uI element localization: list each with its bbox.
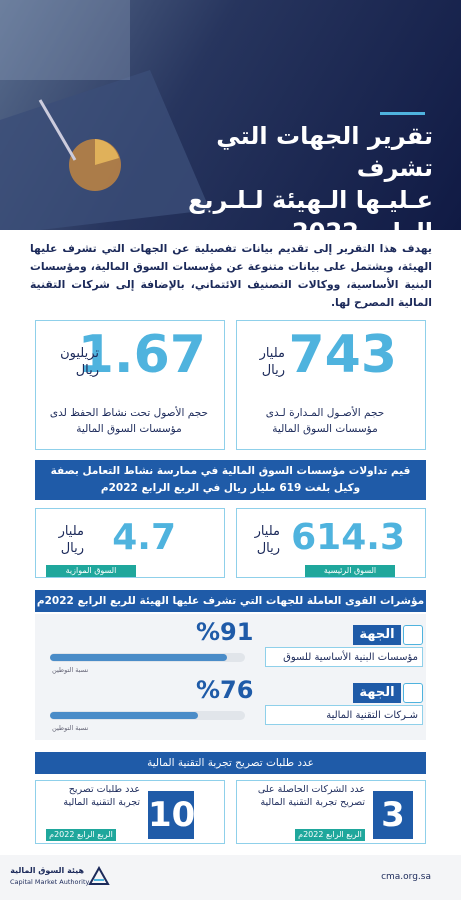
bar-track xyxy=(50,711,245,720)
unit: مليار xyxy=(259,346,285,361)
fintech-tag: الربع الرابع 2022م xyxy=(295,829,365,841)
unit: ريال xyxy=(75,363,99,378)
market-tag: السوق الموازية xyxy=(46,565,136,577)
title: تقرير الجهات التي تشرف عـليـها الـهيئة ل… xyxy=(133,120,433,248)
market-card: 614.3 مليار ريال السوق الرئيسية xyxy=(236,508,426,578)
title-line: تقرير الجهات التي تشرف xyxy=(216,122,433,182)
footer xyxy=(0,855,461,900)
url[interactable]: cma.org.sa xyxy=(381,872,431,882)
indicator-bar xyxy=(50,712,199,719)
fintech-card: 10 عدد طلبات تصريح تجربة التقنية المالية… xyxy=(35,780,225,844)
fintech-banner: عدد طلبات تصريح تجربة التقنية المالية xyxy=(35,752,426,774)
unit: مليار xyxy=(254,524,280,539)
logo xyxy=(88,866,110,885)
unit: ريال xyxy=(261,363,285,378)
unit: ريال xyxy=(60,541,84,556)
asset-number: 743 xyxy=(288,325,397,385)
unit: ريال xyxy=(256,541,280,556)
asset-caption: حجم الأصول تحت نشاط الحفظ لدى مؤسسات الس… xyxy=(49,407,209,435)
entity-name: شـركات التقنية المالية xyxy=(265,705,423,725)
fintech-text: عدد الشركات الحاصلة على تصريح تجربة التق… xyxy=(257,784,365,808)
entity-icon xyxy=(403,683,423,703)
title-line: عـليـها الـهيئة لـلـربع xyxy=(188,186,433,214)
entity-tag: الجهة xyxy=(353,625,401,645)
fintech-card: 3 عدد الشركات الحاصلة على تصريح تجربة ال… xyxy=(236,780,426,844)
market-tag: السوق الرئيسية xyxy=(305,565,395,577)
market-card: 4.7 مليار ريال السوق الموازية xyxy=(35,508,225,578)
asset-card: 743 مليار ريال حجم الأصـول المـدارة لـدى … xyxy=(236,320,426,450)
entity-icon xyxy=(403,625,423,645)
market-number: 614.3 xyxy=(291,517,405,558)
entity-name: مؤسسات البنية الأساسية للسوق xyxy=(265,647,423,667)
workforce-banner: مؤشرات القوى العاملة للجهات التي تشرف عل… xyxy=(35,590,426,612)
indicator-bar xyxy=(50,654,228,661)
fintech-tag: الربع الرابع 2022م xyxy=(46,829,116,841)
fintech-number: 3 xyxy=(373,791,413,839)
bar-caption: نسبة التوطين xyxy=(52,666,89,674)
unit: مليار xyxy=(58,524,84,539)
indicator-label: %91 xyxy=(196,618,254,646)
header-bg xyxy=(0,0,461,230)
org-en: Capital Market Authority xyxy=(10,878,90,886)
fintech-number: 10 xyxy=(148,791,195,839)
bar-track xyxy=(50,653,245,662)
indicator-label: %76 xyxy=(196,676,254,704)
header-art xyxy=(0,0,425,230)
intro: يهدف هذا التقرير إلى تقديم بيانات تفصيلي… xyxy=(30,242,432,309)
bar-caption: نسبة التوطين xyxy=(52,724,89,732)
asset-caption: حجم الأصـول المـدارة لـدى مؤسسات السوق ا… xyxy=(265,407,385,435)
asset-card: 1.67 تريليون ريال حجم الأصول تحت نشاط الح… xyxy=(35,320,225,450)
market-number: 4.7 xyxy=(112,517,176,558)
asset-number: 1.67 xyxy=(77,325,206,385)
trading-banner: قيم تداولات مؤسسات السوق المالية في ممار… xyxy=(35,460,426,500)
title-line: الرابع 2022م xyxy=(274,218,433,246)
fintech-text: عدد طلبات تصريح تجربة التقنية المالية xyxy=(63,784,140,808)
org-ar: هيئة السوق المالية xyxy=(10,866,84,875)
unit: تريليون xyxy=(60,346,99,361)
entity-tag: الجهة xyxy=(353,683,401,703)
